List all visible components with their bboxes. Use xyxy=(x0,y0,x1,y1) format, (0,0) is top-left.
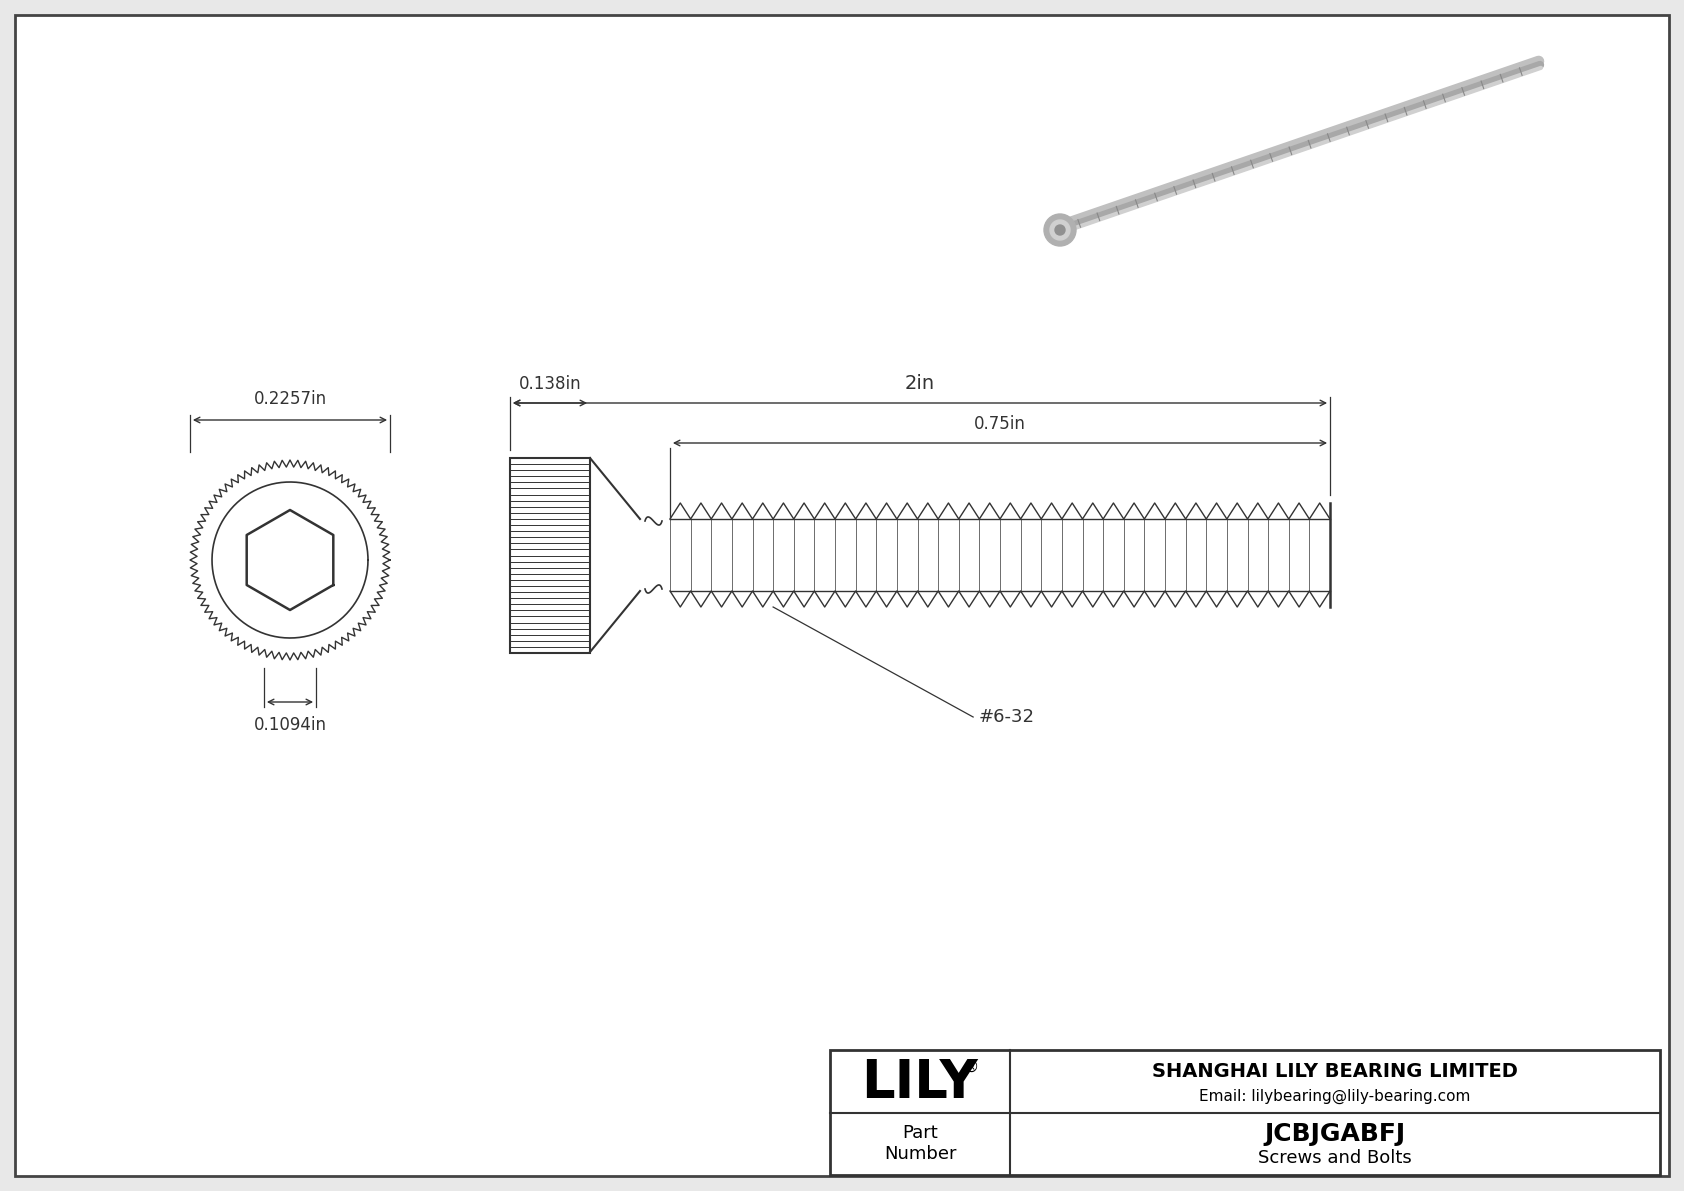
Text: 0.1094in: 0.1094in xyxy=(254,716,327,734)
Text: #6-32: #6-32 xyxy=(978,707,1034,727)
Text: 0.138in: 0.138in xyxy=(519,375,581,393)
Bar xyxy=(510,459,589,653)
Text: ®: ® xyxy=(965,1060,980,1074)
Text: Screws and Bolts: Screws and Bolts xyxy=(1258,1149,1411,1167)
Text: SHANGHAI LILY BEARING LIMITED: SHANGHAI LILY BEARING LIMITED xyxy=(1152,1061,1517,1080)
Bar xyxy=(830,1050,1660,1176)
Circle shape xyxy=(1054,225,1064,235)
Text: Email: lilybearing@lily-bearing.com: Email: lilybearing@lily-bearing.com xyxy=(1199,1089,1470,1104)
Text: 0.2257in: 0.2257in xyxy=(253,389,327,409)
Text: JCBJGABFJ: JCBJGABFJ xyxy=(1265,1122,1406,1146)
Circle shape xyxy=(1051,220,1069,241)
Text: 2in: 2in xyxy=(904,374,935,393)
Text: LILY: LILY xyxy=(862,1058,978,1109)
Text: Part
Number: Part Number xyxy=(884,1124,957,1164)
Text: 0.75in: 0.75in xyxy=(973,414,1026,434)
Circle shape xyxy=(1044,214,1076,247)
FancyBboxPatch shape xyxy=(15,15,1669,1176)
